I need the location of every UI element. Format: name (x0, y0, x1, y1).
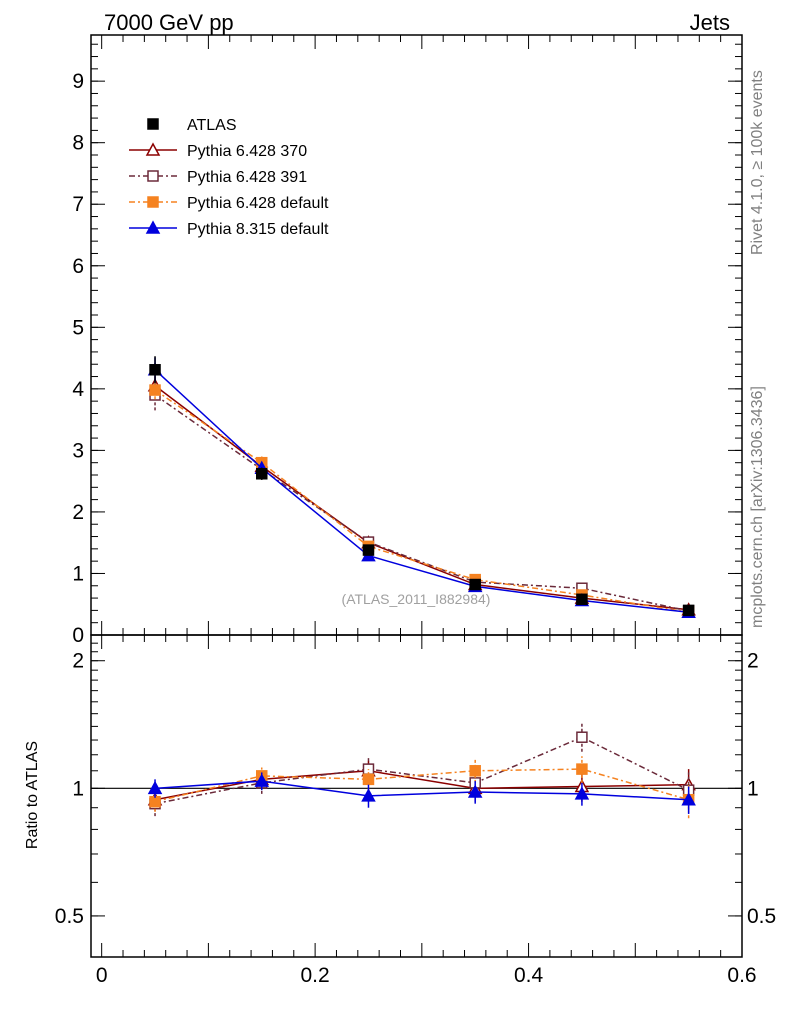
ratio-series-2 (149, 756, 695, 819)
ratio-xtick-label: 0 (96, 964, 108, 987)
main-ytick-label: 6 (72, 255, 84, 278)
legend-marker (147, 118, 159, 130)
ratio-xtick-label: 0.4 (514, 964, 544, 987)
main-series-3 (149, 380, 695, 618)
header-right-label: Jets (690, 10, 730, 35)
legend-label: Pythia 6.428 370 (187, 143, 307, 160)
rivet-label: Rivet 4.1.0, ≥ 100k events (749, 70, 766, 255)
legend-item-3: Pythia 6.428 default (129, 195, 329, 212)
ratio-point (574, 786, 590, 800)
main-ytick-label: 7 (72, 193, 84, 216)
analysis-tag: (ATLAS_2011_I882984) (342, 591, 491, 607)
header-left-label: 7000 GeV pp (104, 10, 234, 35)
main-point (469, 578, 481, 591)
ratio-series-3 (147, 772, 696, 814)
main-ytick-label: 1 (72, 562, 84, 585)
legend-label: Pythia 6.428 default (187, 195, 329, 212)
ratio-ytick-label-right: 1 (747, 777, 759, 800)
main-point (362, 544, 375, 556)
ratio-point (254, 773, 270, 787)
ratio-ytick-label-right: 0.5 (747, 905, 776, 928)
main-series-1 (147, 376, 696, 616)
ratio-series-0 (147, 761, 696, 810)
ratio-point (467, 784, 483, 798)
ratio-point (149, 795, 161, 808)
legend-marker (147, 170, 159, 182)
ratio-ylabel: Ratio to ATLAS (24, 741, 41, 849)
main-ytick-label: 8 (72, 132, 84, 155)
main-point (256, 468, 268, 480)
legend-item-4: Pythia 8.315 default (129, 220, 329, 238)
main-series-4 (147, 357, 696, 618)
ratio-point (469, 765, 481, 777)
legend-label: Pythia 8.315 default (187, 221, 329, 238)
ratio-point (361, 788, 376, 802)
legend-label: Pythia 6.428 391 (187, 169, 307, 186)
main-line-3 (154, 389, 689, 613)
main-ytick-label: 5 (72, 316, 84, 339)
main-ytick-label: 4 (72, 378, 84, 401)
mcplots-label: mcplots.cern.ch [arXiv:1306.3436] (749, 386, 766, 628)
main-line-2 (154, 394, 689, 612)
ratio-ytick-label-right: 2 (747, 650, 759, 673)
ratio-ytick-label: 0.5 (55, 905, 84, 928)
legend-marker (145, 220, 161, 234)
ratio-point (576, 731, 588, 743)
main-point (576, 593, 588, 606)
ratio-frame (90, 634, 743, 958)
ratio-point (147, 780, 163, 795)
ratio-xtick-label: 0.6 (727, 964, 756, 987)
main-ytick-label: 9 (72, 70, 84, 93)
ratio-line-3 (154, 780, 689, 801)
main-ytick-label: 0 (72, 624, 84, 647)
legend-marker (147, 196, 159, 208)
ratio-ytick-label: 2 (72, 650, 84, 673)
ratio-point (576, 763, 588, 775)
main-point (149, 364, 161, 376)
ratio-point (681, 792, 696, 806)
main-point (682, 604, 695, 617)
main-line-1 (154, 385, 689, 611)
legend-item-2: Pythia 6.428 391 (129, 169, 307, 186)
ratio-series-1 (149, 723, 695, 817)
main-series-0 (149, 356, 695, 617)
main-point (149, 384, 161, 396)
ratio-ytick-label: 1 (72, 777, 84, 800)
legend-item-1: Pythia 6.428 370 (129, 142, 307, 160)
legend: ATLAS Pythia 6.428 370 Pythia 6.428 391 Pyt… (129, 117, 329, 238)
legend-label: ATLAS (187, 117, 237, 134)
ratio-line-1 (154, 736, 689, 805)
main-series-2 (149, 379, 695, 617)
ratio-point (362, 773, 375, 786)
ratio-line-2 (154, 768, 689, 803)
main-panel: 0 1 2 3 4 5 6 7 8 9 (72, 34, 743, 647)
ratio-panel: 0.5 0.5 1 1 2 2 0 0.2 0.4 0.6 (55, 634, 776, 987)
ratio-xtick-label: 0.2 (301, 964, 330, 987)
main-line-4 (154, 369, 689, 613)
main-ytick-label: 2 (72, 501, 84, 524)
main-ytick-label: 3 (72, 439, 84, 462)
legend-marker (145, 142, 161, 156)
legend-item-0: ATLAS (147, 117, 237, 134)
